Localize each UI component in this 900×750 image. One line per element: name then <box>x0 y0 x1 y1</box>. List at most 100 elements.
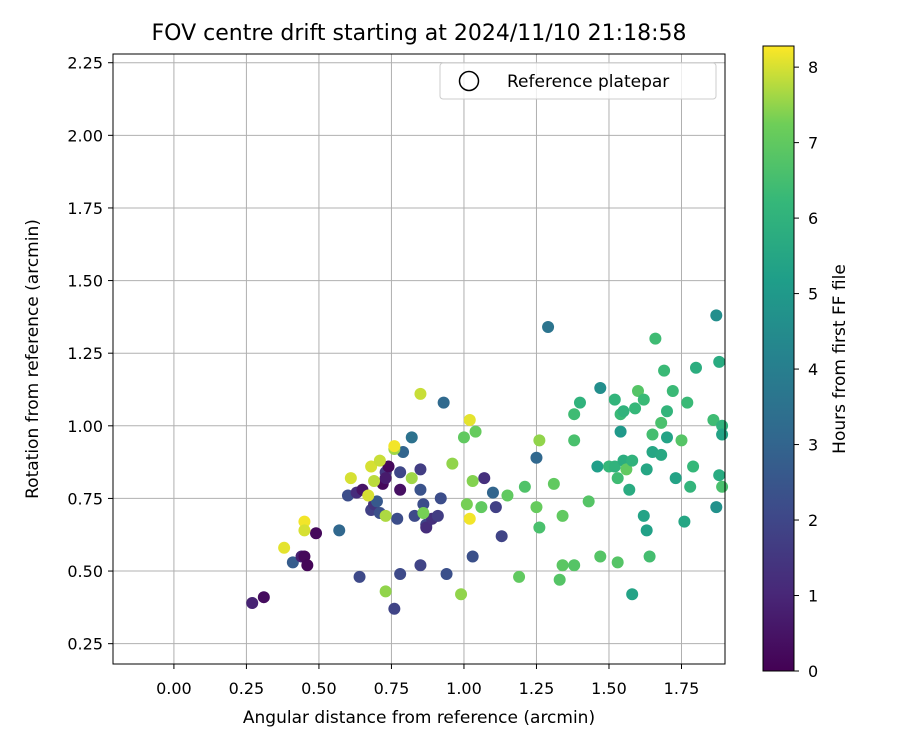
scatter-point <box>486 486 499 499</box>
scatter-point <box>620 463 633 476</box>
scatter-point <box>414 387 427 400</box>
scatter-point <box>689 361 702 374</box>
colorbar-tick-label: 8 <box>808 58 818 77</box>
scatter-point <box>629 402 642 415</box>
scatter-point <box>716 480 729 493</box>
scatter-point <box>368 475 381 487</box>
scatter-point <box>655 448 668 461</box>
scatter-point <box>469 425 482 438</box>
scatter-point <box>553 573 566 586</box>
y-tick-label: 0.50 <box>67 562 103 581</box>
x-tick-label: 0.25 <box>229 679 265 698</box>
x-tick-label: 0.00 <box>156 679 192 698</box>
y-tick-label: 2.25 <box>67 54 103 73</box>
scatter-point <box>298 515 311 528</box>
scatter-point <box>455 588 468 601</box>
scatter-point <box>405 431 418 444</box>
scatter-point <box>394 567 407 580</box>
scatter-point <box>370 495 383 508</box>
scatter-point <box>637 393 650 406</box>
scatter-point <box>501 489 514 502</box>
scatter-point <box>637 509 650 522</box>
scatter-point <box>437 396 450 409</box>
scatter-point <box>391 512 404 525</box>
scatter-point <box>582 495 595 508</box>
colorbar-tick-label: 6 <box>808 209 818 228</box>
scatter-point <box>626 454 639 467</box>
y-tick-label: 0.25 <box>67 635 103 654</box>
scatter-point <box>591 460 604 473</box>
legend-entry-label: Reference platepar <box>507 72 669 92</box>
scatter-point <box>608 460 621 473</box>
scatter-point <box>649 332 662 345</box>
scatter-point <box>530 451 543 464</box>
scatter-point <box>446 457 459 470</box>
scatter-point <box>533 434 546 447</box>
scatter-point <box>542 321 555 334</box>
y-tick-label: 1.50 <box>67 272 103 291</box>
scatter-point <box>643 550 656 563</box>
colorbar-tick-label: 5 <box>808 285 818 304</box>
scatter-point <box>382 460 395 473</box>
plot-frame <box>112 53 726 665</box>
scatter-point <box>658 364 671 377</box>
scatter-point <box>466 475 479 487</box>
scatter-point <box>660 431 673 444</box>
scatter-point <box>660 405 673 418</box>
y-tick-label: 2.00 <box>67 126 103 145</box>
scatter-point <box>246 597 259 609</box>
scatter-point <box>463 512 476 525</box>
scatter-point <box>460 498 473 511</box>
scatter-point <box>608 393 621 406</box>
y-ticks: 0.25 0.50 0.75 1.00 1.25 1.50 1.75 2.00 2.25 <box>67 54 113 654</box>
scatter-point <box>379 509 392 522</box>
x-axis-label: Angular distance from reference (arcmin) <box>243 708 595 728</box>
scatter-point <box>379 472 392 485</box>
scatter-point <box>684 480 697 493</box>
scatter-point <box>626 588 639 601</box>
colorbar-ticks: 0 1 2 3 4 5 6 7 8 <box>794 58 818 681</box>
scatter-point <box>518 480 531 493</box>
colorbar-label: Hours from first FF file <box>830 264 850 454</box>
legend-box <box>439 62 717 100</box>
scatter-point <box>617 405 630 418</box>
scatter-point <box>640 463 653 476</box>
scatter-point <box>463 414 476 426</box>
scatter-point <box>611 556 624 569</box>
scatter-point <box>495 530 508 543</box>
scatter-point <box>379 585 392 598</box>
scatter-point <box>513 570 526 583</box>
colorbar-tick-label: 1 <box>808 587 818 606</box>
scatter-point <box>333 524 346 537</box>
colorbar-tick-label: 2 <box>808 511 818 530</box>
x-ticks: 0.00 0.25 0.50 0.75 1.00 1.25 1.50 1.75 <box>156 664 699 698</box>
y-tick-label: 1.75 <box>67 199 103 218</box>
y-axis-label: Rotation from reference (arcmin) <box>23 219 43 499</box>
scatter-point <box>631 384 644 397</box>
scatter-point <box>713 469 726 482</box>
scatter-point <box>611 472 624 485</box>
x-tick-label: 1.75 <box>664 679 700 698</box>
colorbar-tick-label: 7 <box>808 134 818 153</box>
scatter-point <box>286 556 299 569</box>
scatter-point <box>687 460 700 473</box>
y-tick-label: 1.25 <box>67 344 103 363</box>
scatter-point <box>394 466 407 479</box>
colorbar-gradient <box>762 45 795 672</box>
scatter-point <box>666 384 679 397</box>
x-tick-label: 0.75 <box>374 679 410 698</box>
scatter-point <box>594 382 607 395</box>
scatter-point <box>257 591 270 604</box>
scatter-point <box>362 489 375 502</box>
scatter-point <box>655 416 668 429</box>
scatter-point <box>594 550 607 563</box>
scatter-point <box>301 559 314 572</box>
legend-marker <box>458 70 480 92</box>
colorbar: 0 1 2 3 4 5 6 7 8 Hours from first FF file <box>762 45 850 681</box>
scatter-point <box>457 431 470 444</box>
scatter-point <box>466 550 479 563</box>
scatter-point <box>547 477 560 490</box>
scatter-point <box>556 509 569 522</box>
scatter-point <box>431 509 444 522</box>
